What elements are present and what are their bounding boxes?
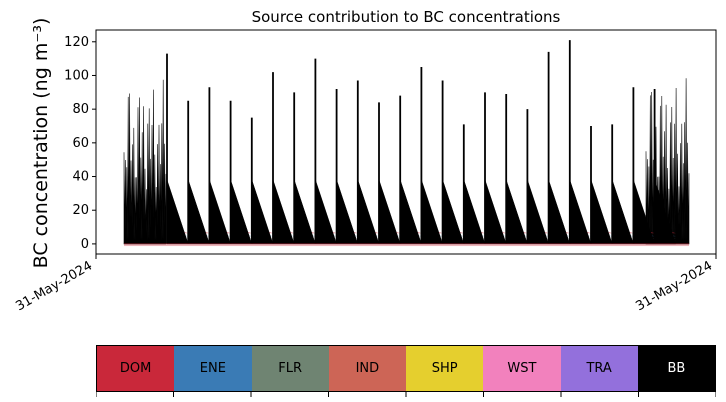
bc-chart: Source contribution to BC concentrations… bbox=[13, 8, 717, 314]
bb-ramp-day-18 bbox=[527, 179, 549, 245]
y-tick-label-60: 60 bbox=[72, 136, 89, 151]
x-tick-label-1: 31-May-2024 bbox=[633, 258, 715, 314]
y-tick-label-120: 120 bbox=[64, 35, 89, 50]
axes-frame bbox=[95, 29, 717, 255]
bb-ramp-day-4 bbox=[230, 179, 253, 245]
x-tick-label-0: 31-May-2024 bbox=[13, 258, 95, 314]
source-legend: DOM ENE FLR IND SHP WST TRA BB bbox=[96, 345, 716, 392]
legend-cell-dom: DOM bbox=[97, 346, 175, 391]
legend-ticks bbox=[96, 392, 716, 397]
axes: 0 20 40 60 80 100 120 31-May-2024 31-May-2024 bbox=[13, 29, 717, 314]
legend-cell-bb: BB bbox=[637, 346, 715, 391]
bb-ramp-day-19 bbox=[548, 179, 571, 245]
bb-ramp-day-22 bbox=[611, 179, 634, 245]
y-tick-label-0: 0 bbox=[81, 237, 89, 252]
bb-ramp-day-16 bbox=[484, 179, 507, 245]
bb-ramp-day-1 bbox=[166, 179, 189, 245]
bb-ramp-day-7 bbox=[293, 179, 316, 245]
bb-ramp-day-3 bbox=[209, 179, 231, 245]
y-tick-label-20: 20 bbox=[72, 203, 89, 218]
bb-ramp-day-6 bbox=[272, 179, 295, 245]
bb-ramp-day-2 bbox=[187, 179, 210, 245]
chart-title: Source contribution to BC concentrations bbox=[252, 8, 561, 26]
y-axis-label: BC concentration (ng m⁻³) bbox=[30, 18, 52, 269]
bb-ramp-day-10 bbox=[357, 179, 380, 245]
bb-ramp-day-8 bbox=[315, 179, 337, 245]
legend-cell-shp: SHP bbox=[406, 346, 484, 391]
plot-area bbox=[123, 40, 690, 247]
bb-start-cluster bbox=[123, 79, 167, 245]
bb-ramp-day-17 bbox=[505, 179, 528, 245]
legend-cell-wst: WST bbox=[483, 346, 561, 391]
y-tick-label-80: 80 bbox=[72, 102, 89, 117]
bb-ramp-day-14 bbox=[442, 179, 465, 245]
bb-ramp-day-5 bbox=[251, 179, 274, 245]
legend-cell-tra: TRA bbox=[560, 346, 638, 391]
bb-ramp-day-15 bbox=[463, 179, 486, 245]
legend-cell-ene: ENE bbox=[174, 346, 252, 391]
legend-cell-ind: IND bbox=[328, 346, 406, 391]
bb-ramp-day-13 bbox=[421, 179, 443, 245]
y-tick-label-100: 100 bbox=[64, 68, 89, 83]
y-tick-label-40: 40 bbox=[72, 170, 89, 185]
bb-ramp-day-9 bbox=[336, 179, 359, 245]
baseline-strip bbox=[124, 243, 689, 247]
bb-ramp-day-11 bbox=[378, 179, 401, 245]
bb-ramp-day-12 bbox=[399, 179, 422, 245]
legend-cell-flr: FLR bbox=[251, 346, 329, 391]
bb-ramp-day-21 bbox=[590, 179, 613, 245]
bb-ramp-day-20 bbox=[569, 179, 592, 245]
